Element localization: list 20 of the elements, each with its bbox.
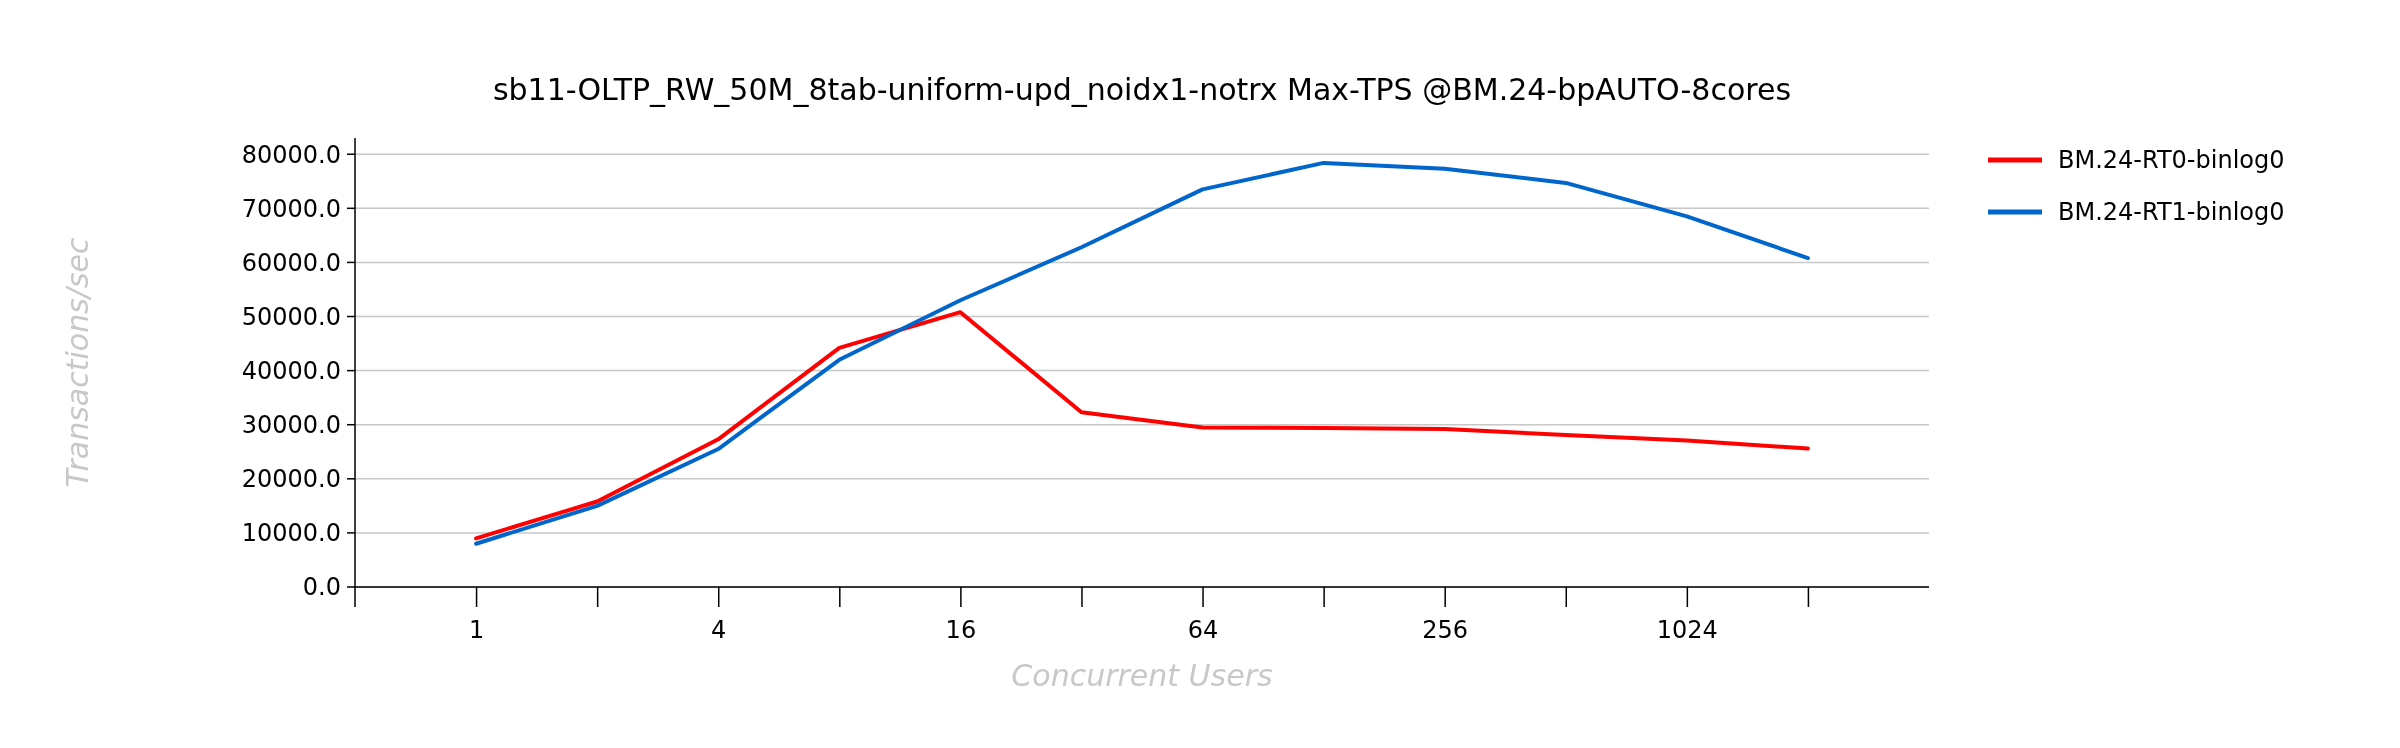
legend-label: BM.24-RT0-binlog0	[2058, 146, 2285, 175]
x-tick-label: 64	[1187, 616, 1219, 645]
y-tick-label: 40000.0	[241, 357, 341, 386]
y-tick-label: 30000.0	[241, 411, 341, 440]
x-tick-label: 1	[468, 616, 485, 645]
x-tick-label: 256	[1422, 616, 1469, 645]
legend-label: BM.24-RT1-binlog0	[2058, 198, 2285, 227]
y-tick-label: 60000.0	[241, 248, 341, 277]
x-tick-label: 1024	[1656, 616, 1718, 645]
line-series	[474, 160, 1810, 546]
y-tick-label: 10000.0	[241, 519, 341, 548]
y-tick-label: 0.0	[302, 573, 341, 602]
y-tick-label: 80000.0	[241, 140, 341, 169]
y-tick-label: 70000.0	[241, 194, 341, 223]
x-tick-label: 16	[945, 616, 977, 645]
y-tick-label: 20000.0	[241, 465, 341, 494]
line-series	[474, 310, 1810, 541]
x-tick-label: 4	[711, 616, 727, 645]
chart-title: sb11-OLTP_RW_50M_8tab-uniform-upd_noidx1-notrx Max-TPS @BM.24-bpAUTO-8cores	[492, 72, 1792, 107]
y-tick-label: 50000.0	[241, 302, 341, 331]
